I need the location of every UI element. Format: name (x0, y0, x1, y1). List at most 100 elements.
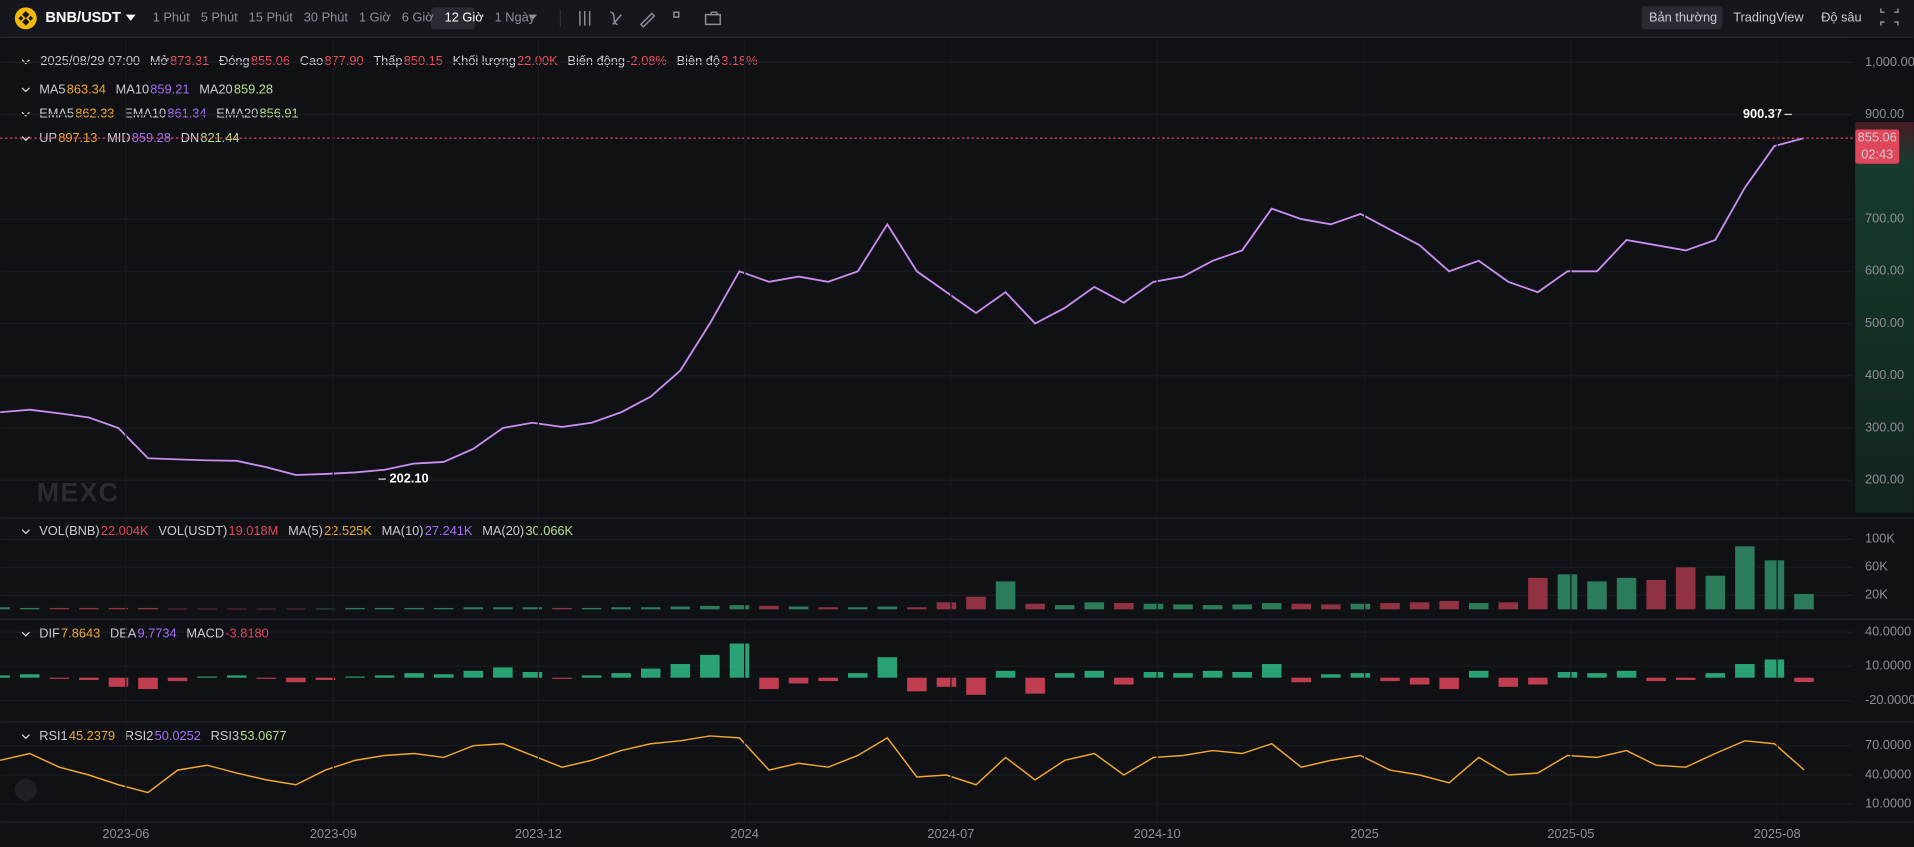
volume-info-part: 22.004K (101, 524, 149, 539)
macd-bar (700, 654, 720, 678)
volume-bar (1232, 604, 1252, 610)
y-tick-label: 40.0000 (1865, 624, 1911, 639)
macd-bar (108, 677, 129, 687)
volume-bar (907, 607, 927, 610)
collapse-caret[interactable] (21, 111, 30, 117)
volume-bar (433, 607, 454, 610)
macd-bar (966, 677, 986, 695)
layout-icon[interactable] (673, 11, 680, 18)
symbol-dropdown[interactable] (125, 14, 136, 21)
interval[interactable]: 1 Ngày (495, 10, 536, 25)
candle-icon[interactable] (579, 10, 591, 26)
volume-bar (1350, 603, 1371, 610)
collapse-caret[interactable] (21, 59, 30, 65)
ohlc-info-part: 855.06 (251, 54, 290, 69)
volume-bar (847, 607, 868, 610)
volume-bar (108, 607, 129, 610)
interval[interactable]: 30 Phút (304, 10, 349, 25)
collapse-caret[interactable] (21, 87, 30, 93)
ohlc-info-part: Thấp (373, 54, 402, 69)
y-tick-label: 100K (1865, 531, 1895, 546)
tool-icons (579, 8, 1899, 28)
volume-bar (995, 581, 1016, 610)
x-tick-label: 2024 (730, 826, 758, 841)
ohlc-info-part: 873.31 (170, 54, 209, 69)
view-tab[interactable]: Bản thường (1649, 10, 1717, 25)
x-tick-label: 2023-12 (515, 826, 562, 841)
collapse-caret[interactable] (21, 529, 30, 535)
macd-bar (552, 677, 572, 679)
ohlc-info-part: 3.18% (721, 54, 757, 69)
view-tab[interactable]: TradingView (1733, 10, 1804, 25)
interval[interactable]: 6 Giờ (402, 10, 434, 25)
ohlc-info-part: -2.08% (626, 54, 667, 69)
macd-bar (1350, 673, 1371, 678)
ema-info-part: 861.34 (167, 106, 206, 121)
indicator-icon[interactable] (610, 11, 622, 26)
macd-bar (256, 677, 277, 679)
collapse-caret[interactable] (21, 734, 30, 740)
volume-bar (345, 607, 365, 610)
interval[interactable]: 15 Phút (249, 10, 294, 25)
macd-bar (907, 677, 927, 692)
coin-logo[interactable] (14, 7, 37, 30)
x-tick-label: 2023-06 (102, 826, 149, 841)
ma-info-part: MA10 (116, 82, 149, 97)
macd-bar (463, 670, 484, 678)
coin-logo-mark (18, 10, 34, 26)
volume-bar (1084, 602, 1105, 610)
collapse-caret[interactable] (21, 631, 30, 637)
macd-bar (1764, 659, 1785, 678)
symbol[interactable]: BNB/USDT (45, 10, 121, 26)
volume-bar (374, 607, 395, 610)
ohlc-info-part: 850.15 (404, 54, 443, 69)
volume-info-part: 22.525K (324, 524, 372, 539)
panel-separators (0, 517, 1914, 823)
y-tick-label: 40.0000 (1865, 766, 1911, 781)
macd-bar (1439, 677, 1459, 690)
y-tick-label: -20.0000 (1865, 692, 1914, 707)
active-interval-bg (430, 7, 475, 30)
boll-info: UP897.13 MID859.28 DN821.44 (39, 131, 239, 146)
view-tab[interactable]: Độ sâu (1821, 10, 1862, 25)
macd-bar (1054, 673, 1075, 678)
macd-info: DIF7.8643 DEA9.7734 MACD-3.8180 (39, 626, 269, 641)
interval[interactable]: 12 Giờ (445, 10, 485, 25)
volume-info-part: MA(10) (382, 524, 424, 539)
macd-bar (877, 657, 898, 678)
volume-bar (256, 608, 277, 610)
collapse-caret[interactable] (21, 136, 30, 142)
ohlc-info-part: 22.00K (517, 54, 558, 69)
volume-bar (818, 607, 838, 610)
y-tick-label: 500.00 (1865, 315, 1904, 330)
interval[interactable]: 5 Phút (201, 10, 238, 25)
rsi-info-part: 45.2379 (69, 729, 115, 744)
macd-bar (0, 675, 10, 678)
macd-bar (1232, 671, 1252, 678)
macd-info-part: DIF (39, 626, 60, 641)
panel-toggle[interactable] (14, 778, 37, 801)
macd-bar (581, 675, 602, 678)
macd-bar (345, 676, 365, 678)
fullscreen-icon[interactable] (1880, 8, 1899, 26)
volume-bar (1291, 603, 1312, 610)
ohlc-info-part: Biến động (567, 54, 625, 69)
macd-bar (1202, 670, 1223, 678)
draw-icon[interactable] (639, 12, 656, 28)
macd-bar (670, 664, 691, 678)
macd-bar (1173, 673, 1193, 678)
ohlc-info: 2025/08/29 07:00 Mở873.31 Đóng855.06 Cao877… (40, 54, 757, 69)
volume-info-part: VOL(BNB) (39, 524, 99, 539)
y-tick-label: 1,000.00 (1865, 54, 1914, 69)
volume-bar (226, 608, 247, 610)
macd-bar (1735, 664, 1755, 678)
volume-bar (1735, 546, 1755, 610)
interval-dropdown[interactable] (528, 14, 538, 20)
x-tick-label: 2023-09 (310, 826, 357, 841)
macd-bar (1794, 677, 1814, 683)
volume-info-part: 30.066K (525, 524, 573, 539)
snapshot-icon[interactable] (704, 11, 721, 26)
interval[interactable]: 1 Phút (153, 10, 190, 25)
interval[interactable]: 1 Giờ (359, 10, 391, 25)
